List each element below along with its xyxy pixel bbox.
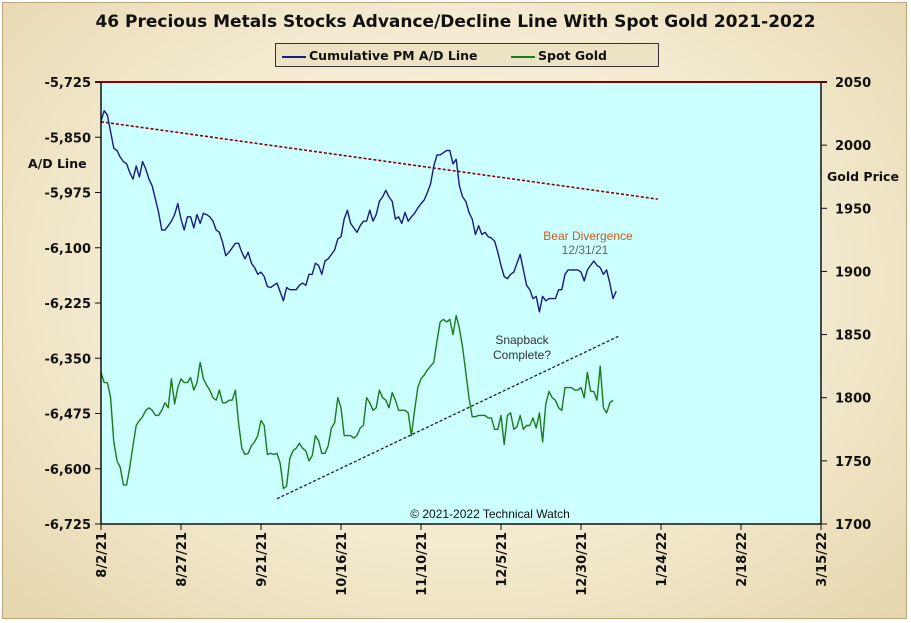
x-tick-label: 8/2/21 <box>95 532 110 578</box>
left-tick-label: -6,600 <box>44 463 91 478</box>
copyright-text: © 2021-2022 Technical Watch <box>410 507 570 521</box>
left-tick-label: -6,350 <box>44 352 91 367</box>
x-tick-label: 9/21/21 <box>255 532 270 587</box>
legend-item-ad-line: Cumulative PM A/D Line <box>282 48 478 63</box>
legend-item-spot-gold: Spot Gold <box>511 48 607 63</box>
x-tick-label: 12/5/21 <box>495 532 510 587</box>
left-tick-label: -6,225 <box>44 297 91 312</box>
x-tick-label: 10/16/21 <box>335 532 350 596</box>
right-tick-label: 1800 <box>835 392 871 407</box>
right-tick-label: 2000 <box>835 139 871 154</box>
annotation-snapback: Snapback <box>495 333 549 347</box>
x-tick-label: 11/10/21 <box>415 532 430 596</box>
x-tick-label: 2/18/22 <box>735 532 750 587</box>
right-tick-label: 1850 <box>835 329 871 344</box>
chart-title: 46 Precious Metals Stocks Advance/Declin… <box>95 12 816 32</box>
annotation-complete: Complete? <box>493 348 551 362</box>
left-tick-label: -6,475 <box>44 408 91 423</box>
x-tick-label: 12/30/21 <box>575 532 590 596</box>
annotation-date: 12/31/21 <box>562 243 609 257</box>
left-tick-label: -5,725 <box>44 76 91 91</box>
legend-swatch-ad-line <box>282 55 306 58</box>
left-tick-label: -6,725 <box>44 518 91 533</box>
legend-label-ad-line: Cumulative PM A/D Line <box>309 48 478 63</box>
trendline-upper <box>100 120 658 200</box>
chart-legend: Cumulative PM A/D Line Spot Gold <box>275 43 659 67</box>
trendline-layer <box>100 120 658 500</box>
right-axis-label: Gold Price <box>827 169 899 184</box>
trendline-support <box>276 335 620 500</box>
axes-layer: -5,725 -5,850 -5,975 -6,100 -6,225 -6,350 -6,4… <box>44 76 871 596</box>
left-axis-label: A/D Line <box>28 156 87 171</box>
plot-area <box>100 81 822 525</box>
right-tick-label: 1950 <box>835 202 871 217</box>
x-tick-label: 1/24/22 <box>655 532 670 587</box>
left-tick-label: -6,100 <box>44 242 91 257</box>
left-tick-label: -5,975 <box>44 187 91 202</box>
x-tick-label: 8/27/21 <box>175 532 190 587</box>
right-tick-label: 1900 <box>835 265 871 280</box>
right-tick-label: 2050 <box>835 76 871 91</box>
series-line-gold <box>100 314 614 490</box>
right-tick-label: 1700 <box>835 518 871 533</box>
series-line-ad <box>100 109 617 313</box>
left-tick-label: -5,850 <box>44 131 91 146</box>
series-layer <box>100 109 617 490</box>
right-tick-label: 1750 <box>835 455 871 470</box>
legend-label-spot-gold: Spot Gold <box>538 48 607 63</box>
annotation-bear-divergence: Bear Divergence <box>543 229 633 243</box>
x-tick-label: 3/15/22 <box>815 532 830 587</box>
legend-swatch-spot-gold <box>511 55 535 58</box>
